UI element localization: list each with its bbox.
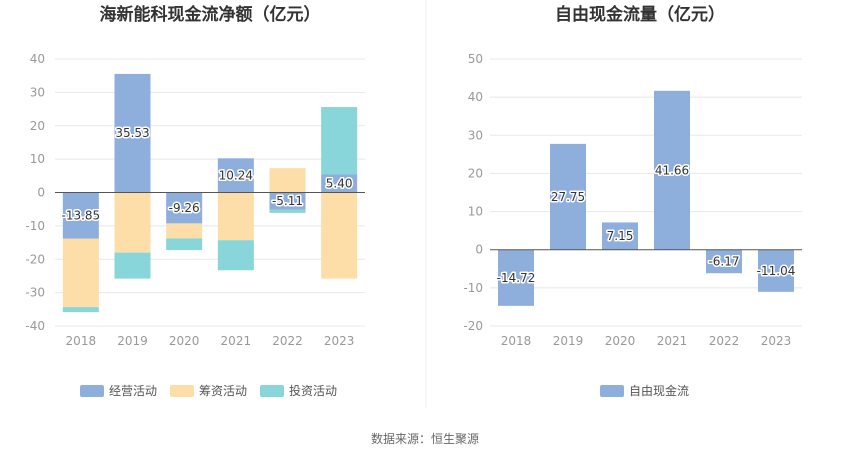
bar-marks xyxy=(498,90,794,306)
legend-swatch[interactable] xyxy=(170,385,194,397)
y-tick-label: -20 xyxy=(463,319,483,333)
bar-2020 xyxy=(602,222,638,250)
bar-2023 xyxy=(321,107,358,175)
bar-2020 xyxy=(166,223,203,239)
data-label: 7.15 xyxy=(607,229,634,243)
bar-2022 xyxy=(269,168,306,193)
bar-2020 xyxy=(166,192,203,224)
data-labels: -14.72 27.75 7.15 41.66 -6.17 -11.04 xyxy=(495,162,797,287)
y-tick-label: 30 xyxy=(30,85,45,99)
free-cash-flow-chart: 自由现金流量（亿元） 50 40 30 20 10 0 -10 -20 -14.72 27.75… xyxy=(463,4,802,398)
data-label: -5.11 xyxy=(272,194,303,208)
bar-2021 xyxy=(217,240,254,271)
x-tick-label: 2018 xyxy=(66,334,97,348)
data-label: -14.72 xyxy=(497,271,536,285)
bar-marks xyxy=(62,73,358,313)
bar-2019 xyxy=(550,143,586,250)
bar-2019 xyxy=(114,73,151,193)
data-label: 35.53 xyxy=(115,126,149,140)
data-label: -9.26 xyxy=(169,201,200,215)
legend-swatch[interactable] xyxy=(80,385,104,397)
chart-title: 自由现金流量（亿元） xyxy=(555,4,725,25)
y-tick-label: 40 xyxy=(468,90,483,104)
x-tick-label: 2019 xyxy=(553,334,584,348)
x-tick-label: 2023 xyxy=(324,334,355,348)
bar-2023 xyxy=(321,174,358,193)
legend-label[interactable]: 投资活动 xyxy=(289,383,337,398)
y-axis-ticks: 40 30 20 10 0 -10 -20 -30 -40 xyxy=(25,52,45,333)
y-tick-label: 10 xyxy=(30,152,45,166)
bar-2018 xyxy=(62,192,99,239)
bar-2019 xyxy=(114,192,151,253)
legend-label[interactable]: 筹资活动 xyxy=(199,384,247,398)
bar-2023 xyxy=(321,192,358,279)
x-tick-label: 2021 xyxy=(221,334,252,348)
x-tick-label: 2023 xyxy=(761,334,792,348)
data-source: 数据来源：恒生聚源 xyxy=(371,431,479,446)
x-axis-ticks: 2018 2019 2020 2021 2022 2023 xyxy=(501,334,792,348)
y-tick-label: -40 xyxy=(25,319,45,333)
bar-2022 xyxy=(269,192,306,210)
y-grid xyxy=(490,58,802,327)
y-grid xyxy=(55,58,365,327)
x-tick-label: 2021 xyxy=(657,334,688,348)
y-tick-label: 40 xyxy=(30,52,45,66)
y-tick-label: 0 xyxy=(37,186,45,200)
y-tick-label: 50 xyxy=(468,52,483,66)
legend-label[interactable]: 自由现金流 xyxy=(629,383,689,398)
y-tick-label: 10 xyxy=(468,205,483,219)
bar-2021 xyxy=(217,158,254,193)
legend: 自由现金流 xyxy=(600,383,689,398)
x-tick-label: 2018 xyxy=(501,334,532,348)
bar-2019 xyxy=(114,252,151,279)
x-tick-label: 2022 xyxy=(272,334,303,348)
y-axis-ticks: 50 40 30 20 10 0 -10 -20 xyxy=(463,52,483,333)
bar-2020 xyxy=(166,238,203,251)
bar-2018 xyxy=(62,307,99,313)
data-label: 27.75 xyxy=(551,190,585,204)
legend-label[interactable]: 经营活动 xyxy=(109,384,157,398)
legend: 经营活动 筹资活动 投资活动 xyxy=(80,383,337,398)
x-tick-label: 2022 xyxy=(709,334,740,348)
y-tick-label: 20 xyxy=(468,166,483,180)
data-label: 41.66 xyxy=(655,163,689,177)
x-tick-label: 2020 xyxy=(605,334,636,348)
data-label: 10.24 xyxy=(219,168,253,182)
legend-swatch[interactable] xyxy=(260,385,284,397)
bar-2021 xyxy=(654,90,690,250)
y-tick-label: 20 xyxy=(30,119,45,133)
y-tick-label: -30 xyxy=(25,286,45,300)
x-tick-label: 2020 xyxy=(169,334,200,348)
y-tick-label: 0 xyxy=(475,243,483,257)
bar-2022 xyxy=(706,249,742,274)
data-labels: -13.85 35.53 -9.26 10.24 -5.11 5.40 xyxy=(60,125,354,224)
bar-2018 xyxy=(498,249,534,306)
y-tick-label: -10 xyxy=(25,219,45,233)
data-label: -11.04 xyxy=(757,264,796,278)
x-tick-label: 2019 xyxy=(117,334,148,348)
data-label: -6.17 xyxy=(708,254,739,268)
bar-2021 xyxy=(217,192,254,241)
y-tick-label: -10 xyxy=(463,281,483,295)
legend-swatch[interactable] xyxy=(600,385,624,397)
chart-title: 海新能科现金流净额（亿元） xyxy=(100,4,321,25)
bar-2022 xyxy=(269,209,306,213)
x-axis-ticks: 2018 2019 2020 2021 2022 2023 xyxy=(66,334,355,348)
bar-2018 xyxy=(62,238,99,308)
y-tick-label: 30 xyxy=(468,128,483,142)
cash-flow-net-chart: 海新能科现金流净额（亿元） 40 30 20 10 0 -10 -20 -30 -40 -13.… xyxy=(25,4,365,398)
data-label: 5.40 xyxy=(326,176,353,190)
bar-2023 xyxy=(758,249,794,292)
y-tick-label: -20 xyxy=(25,252,45,266)
data-label: -13.85 xyxy=(61,209,100,223)
